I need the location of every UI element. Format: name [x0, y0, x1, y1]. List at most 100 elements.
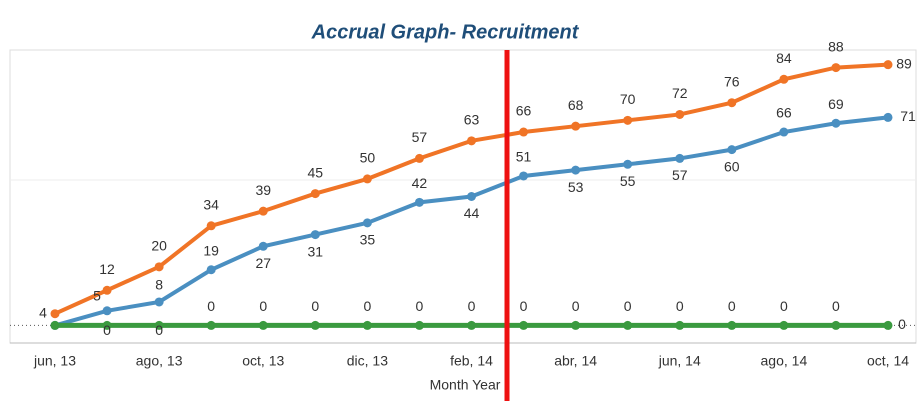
point	[519, 171, 529, 181]
point	[675, 109, 685, 119]
data-label: 72	[672, 85, 688, 101]
point	[623, 159, 633, 169]
point	[310, 189, 320, 199]
point	[206, 265, 216, 275]
chart-title: Accrual Graph- Recruitment	[311, 21, 580, 43]
data-label: 8	[155, 277, 163, 293]
point	[883, 320, 893, 330]
point	[467, 192, 476, 201]
data-label: 45	[308, 164, 324, 180]
x-tick-label: feb, 14	[450, 353, 493, 369]
data-label: 0	[311, 298, 319, 314]
data-label: 34	[203, 197, 219, 213]
point	[50, 320, 60, 330]
point	[623, 115, 633, 125]
point	[727, 320, 737, 330]
point	[623, 320, 633, 330]
data-label: 70	[620, 91, 636, 107]
point	[154, 297, 164, 307]
data-label: 0	[468, 298, 476, 314]
data-label: 12	[99, 261, 115, 277]
point	[102, 306, 112, 316]
point	[779, 127, 789, 137]
point	[883, 60, 893, 70]
point	[727, 145, 737, 155]
point	[519, 320, 529, 330]
point	[727, 98, 737, 108]
x-tick-label: jun, 14	[658, 353, 701, 369]
data-label: 66	[776, 105, 792, 121]
data-label: 0	[676, 298, 684, 314]
data-label: 68	[568, 97, 584, 113]
point	[467, 136, 476, 146]
point	[206, 221, 216, 231]
data-label: 44	[464, 205, 480, 221]
data-label: 69	[828, 96, 844, 112]
data-label: 39	[255, 182, 271, 198]
data-label: 0	[363, 298, 371, 314]
data-label: 71	[900, 108, 916, 124]
data-label: 0	[898, 316, 906, 332]
data-label: 19	[203, 242, 219, 258]
point	[206, 320, 216, 330]
data-label: 50	[360, 150, 376, 166]
data-label: 42	[412, 175, 428, 191]
point	[571, 165, 581, 175]
point	[102, 320, 112, 330]
point	[519, 127, 529, 137]
x-tick-label: oct, 14	[867, 353, 909, 369]
data-label: 0	[624, 298, 632, 314]
data-label: 27	[255, 255, 271, 271]
point	[310, 230, 320, 240]
point	[258, 241, 268, 251]
x-tick-label: dic, 13	[347, 353, 388, 369]
point	[102, 285, 112, 295]
data-label: 88	[828, 38, 844, 54]
data-label: 84	[776, 50, 792, 66]
data-label: 0	[155, 322, 163, 338]
point	[414, 153, 424, 163]
data-label: 66	[516, 103, 532, 119]
data-label: 0	[207, 298, 215, 314]
point	[362, 320, 372, 330]
data-label: 60	[724, 158, 740, 174]
data-label: 89	[896, 55, 912, 71]
point	[467, 320, 476, 330]
point	[414, 197, 424, 207]
x-tick-label: jun, 13	[33, 353, 76, 369]
data-label: 55	[620, 173, 636, 189]
point	[362, 174, 372, 184]
point	[258, 206, 268, 216]
data-label: 4	[39, 304, 47, 320]
point	[258, 320, 268, 330]
point	[50, 309, 60, 319]
data-label: 0	[780, 298, 788, 314]
x-tick-label: abr, 14	[554, 353, 597, 369]
data-label: 53	[568, 179, 584, 195]
x-tick-label: oct, 13	[242, 353, 284, 369]
data-label: 57	[672, 167, 688, 183]
data-label: 0	[520, 298, 528, 314]
data-label: 57	[412, 129, 428, 145]
point	[831, 320, 841, 330]
point	[675, 153, 685, 163]
data-label: 0	[728, 298, 736, 314]
x-tick-label: ago, 13	[136, 353, 183, 369]
point	[154, 320, 164, 330]
point	[310, 320, 320, 330]
data-label: 20	[151, 238, 167, 254]
data-label: 51	[516, 149, 532, 165]
point	[779, 320, 789, 330]
point	[883, 112, 893, 122]
data-label: 0	[103, 322, 111, 338]
x-tick-label: ago, 14	[761, 353, 808, 369]
point	[779, 74, 789, 84]
point	[154, 262, 164, 272]
point	[362, 218, 372, 228]
data-label: 35	[360, 232, 376, 248]
point	[571, 121, 581, 131]
point	[831, 63, 841, 73]
data-label: 31	[308, 243, 324, 259]
